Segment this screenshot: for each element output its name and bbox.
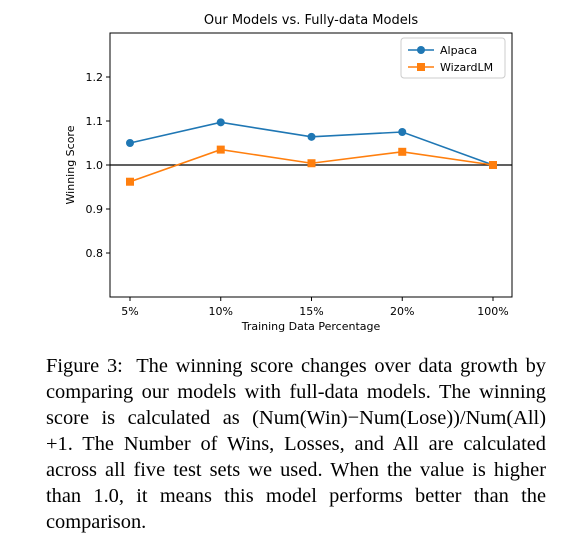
caption-text: The winning score changes over data grow…	[46, 355, 546, 533]
figure-caption: Figure 3: The winning score changes over…	[46, 353, 546, 535]
y-axis-label: Winning Score	[64, 125, 77, 204]
series-layer	[126, 118, 497, 186]
data-point	[489, 161, 497, 169]
y-axis: 0.8 0.9 1.0 1.1 1.2	[86, 71, 110, 260]
x-tick-label: 20%	[390, 305, 414, 318]
legend-item-wizardlm: WizardLM	[408, 61, 493, 74]
line-chart: Our Models vs. Fully-data Models 0.8 0.9 1…	[64, 13, 513, 333]
x-tick-label: 5%	[121, 305, 138, 318]
legend-frame	[400, 37, 506, 79]
y-tick-label: 0.8	[86, 247, 104, 260]
data-point	[307, 132, 316, 141]
legend-marker	[417, 46, 425, 54]
x-tick-label: 100%	[477, 305, 508, 318]
chart-title: Our Models vs. Fully-data Models	[204, 13, 418, 28]
x-axis-label: Training Data Percentage	[241, 320, 381, 333]
y-tick-label: 1.0	[86, 159, 104, 172]
caption-label: Figure 3:	[46, 355, 123, 377]
y-tick-label: 1.1	[86, 115, 104, 128]
legend-label: WizardLM	[440, 61, 493, 74]
data-point	[216, 145, 225, 154]
y-tick-label: 0.9	[86, 203, 104, 216]
y-tick-label: 1.2	[86, 71, 104, 84]
x-tick-label: 10%	[209, 305, 233, 318]
legend: Alpaca WizardLM	[400, 37, 506, 79]
legend-marker	[417, 63, 425, 71]
data-point	[126, 139, 134, 147]
data-point	[307, 159, 316, 168]
data-point	[126, 177, 134, 186]
series-line	[129, 121, 494, 166]
data-point	[398, 128, 407, 136]
x-axis: 5% 10% 15% 20% 100%	[121, 297, 509, 318]
series-wizardlm	[126, 145, 497, 186]
data-point	[398, 147, 407, 156]
legend-item-alpaca: Alpaca	[408, 44, 477, 57]
legend-label: Alpaca	[440, 44, 477, 57]
x-tick-label: 15%	[299, 305, 323, 318]
data-point	[216, 118, 225, 127]
